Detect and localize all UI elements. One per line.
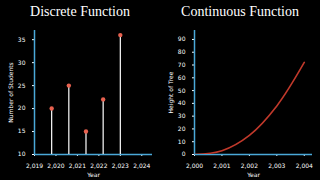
svg-text:2,004: 2,004 [296, 162, 313, 169]
svg-text:35: 35 [18, 36, 26, 43]
svg-text:40: 40 [178, 99, 186, 106]
svg-text:20: 20 [178, 125, 186, 132]
svg-text:2,022: 2,022 [90, 162, 107, 169]
svg-text:10: 10 [178, 138, 186, 145]
svg-text:15: 15 [18, 127, 26, 134]
svg-text:2,000: 2,000 [186, 162, 203, 169]
svg-text:90: 90 [178, 35, 186, 42]
svg-text:10: 10 [18, 150, 26, 157]
svg-text:30: 30 [178, 112, 186, 119]
svg-text:2,019: 2,019 [26, 162, 43, 169]
svg-text:2,023: 2,023 [112, 162, 129, 169]
svg-text:Year: Year [246, 171, 260, 178]
html-text:Continuous Function: Continuous Function [181, 4, 299, 19]
svg-text:Height of Tree: Height of Tree [167, 71, 175, 113]
svg-text:0: 0 [182, 150, 186, 157]
svg-text:2,024: 2,024 [133, 162, 150, 169]
svg-text:80: 80 [178, 48, 186, 55]
svg-text:2,001: 2,001 [213, 162, 230, 169]
svg-text:Year: Year [86, 171, 100, 178]
svg-text:70: 70 [178, 61, 186, 68]
html-text:Discrete Function: Discrete Function [30, 4, 130, 19]
svg-text:2,021: 2,021 [69, 162, 86, 169]
svg-text:Number of Students: Number of Students [7, 62, 14, 122]
svg-text:2,002: 2,002 [241, 162, 258, 169]
svg-text:2,003: 2,003 [268, 162, 285, 169]
svg-text:30: 30 [18, 59, 26, 66]
svg-text:25: 25 [18, 82, 26, 89]
svg-text:20: 20 [18, 104, 26, 111]
svg-text:2,020: 2,020 [47, 162, 64, 169]
svg-text:60: 60 [178, 74, 186, 81]
svg-text:50: 50 [178, 87, 186, 94]
